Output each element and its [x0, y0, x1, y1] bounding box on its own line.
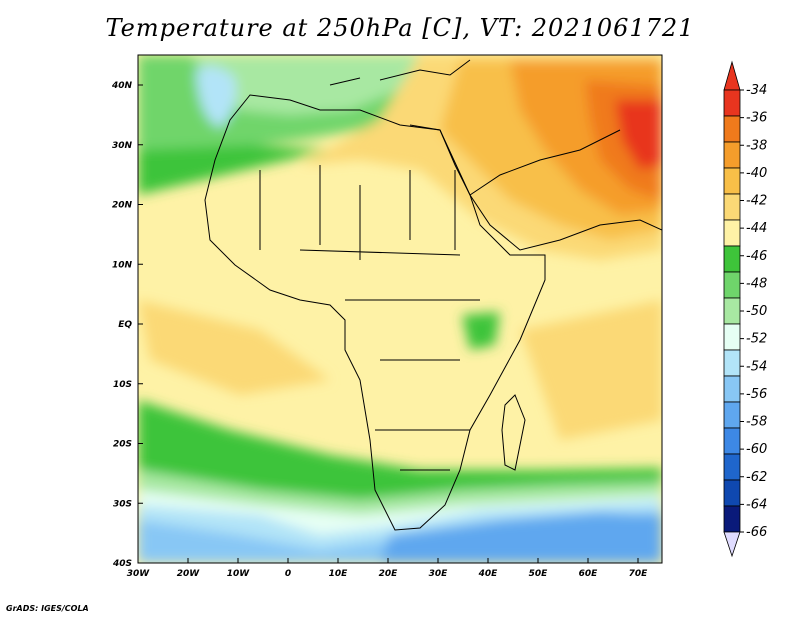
colorbar-swatch [723, 219, 741, 247]
colorbar-top-arrow [723, 60, 741, 91]
lat-tick-label: 10S [113, 380, 132, 390]
lon-tick-label: 60E [579, 569, 599, 579]
colorbar-swatch [723, 297, 741, 325]
colorbar-label: -54 [746, 359, 767, 374]
lat-tick-label: 30N [112, 141, 133, 151]
colorbar-label: -46 [746, 249, 767, 264]
colorbar-swatch [723, 323, 741, 351]
lon-tick-label: 70E [629, 569, 649, 579]
colorbar-swatch [723, 479, 741, 507]
colorbar-swatch [723, 375, 741, 403]
lat-tick-label: EQ [118, 320, 132, 330]
longitude-axis: 30W 20W 10W 0 10E 20E 30E 40E 50E 60E 70E [127, 558, 648, 579]
colorbar-swatch [723, 271, 741, 299]
colorbar-swatch [723, 505, 741, 533]
lon-tick-label: 40E [478, 569, 499, 579]
colorbar-swatch [723, 167, 741, 195]
lat-tick-label: 20S [113, 440, 132, 450]
lon-tick-label: 30E [429, 569, 449, 579]
grads-credit: GrADS: IGES/COLA [6, 604, 89, 613]
colorbar-label: -34 [746, 83, 767, 98]
colorbar-label: -40 [746, 166, 767, 181]
colorbar-label: -50 [746, 304, 767, 319]
colorbar-label: -62 [746, 470, 767, 485]
lat-tick-label: 40N [111, 81, 133, 91]
lat-tick-label: 40S [112, 559, 132, 569]
colorbar: -34 -36 -38 -40 -42 -44 -46 -48 -50 -52 -54 -56 -58 -… [723, 60, 767, 558]
colorbar-label: -60 [746, 442, 767, 457]
colorbar-label: -44 [746, 221, 767, 236]
colorbar-swatch [723, 115, 741, 143]
plot-frame [137, 54, 663, 564]
lon-tick-label: 50E [529, 569, 549, 579]
colorbar-swatch [723, 453, 741, 481]
map-title: Temperature at 250hPa [C], VT: 202106172… [105, 14, 695, 42]
colorbar-label: -52 [746, 332, 767, 347]
colorbar-label: -56 [746, 387, 767, 402]
lon-tick-label: 20E [379, 569, 399, 579]
lat-tick-label: 10N [112, 260, 133, 270]
lat-tick-label: 30S [113, 499, 132, 509]
coastlines [204, 59, 662, 531]
latitude-axis: 40N 30N 20N 10N EQ 10S 20S 30S 40S [111, 81, 143, 569]
colorbar-label: -66 [746, 525, 767, 540]
lat-tick-label: 20N [112, 201, 133, 211]
colorbar-swatch [723, 141, 741, 169]
colorbar-label: -58 [746, 415, 767, 430]
colorbar-swatch [723, 401, 741, 429]
colorbar-swatch [723, 349, 741, 377]
lon-tick-label: 10E [329, 569, 349, 579]
lon-tick-label: 10W [227, 569, 251, 579]
colorbar-label: -64 [746, 497, 767, 512]
lon-tick-label: 30W [127, 569, 151, 579]
temperature-field [138, 55, 662, 563]
colorbar-swatch [723, 427, 741, 455]
colorbar-bottom-arrow [723, 531, 741, 558]
colorbar-swatch [723, 89, 741, 117]
lon-tick-label: 20W [177, 569, 201, 579]
colorbar-swatch [723, 245, 741, 273]
colorbar-label: -48 [746, 276, 767, 291]
colorbar-label: -38 [746, 138, 767, 153]
colorbar-swatch [723, 193, 741, 221]
colorbar-label: -36 [746, 111, 767, 126]
colorbar-label: -42 [746, 194, 767, 209]
lon-tick-label: 0 [285, 569, 291, 579]
